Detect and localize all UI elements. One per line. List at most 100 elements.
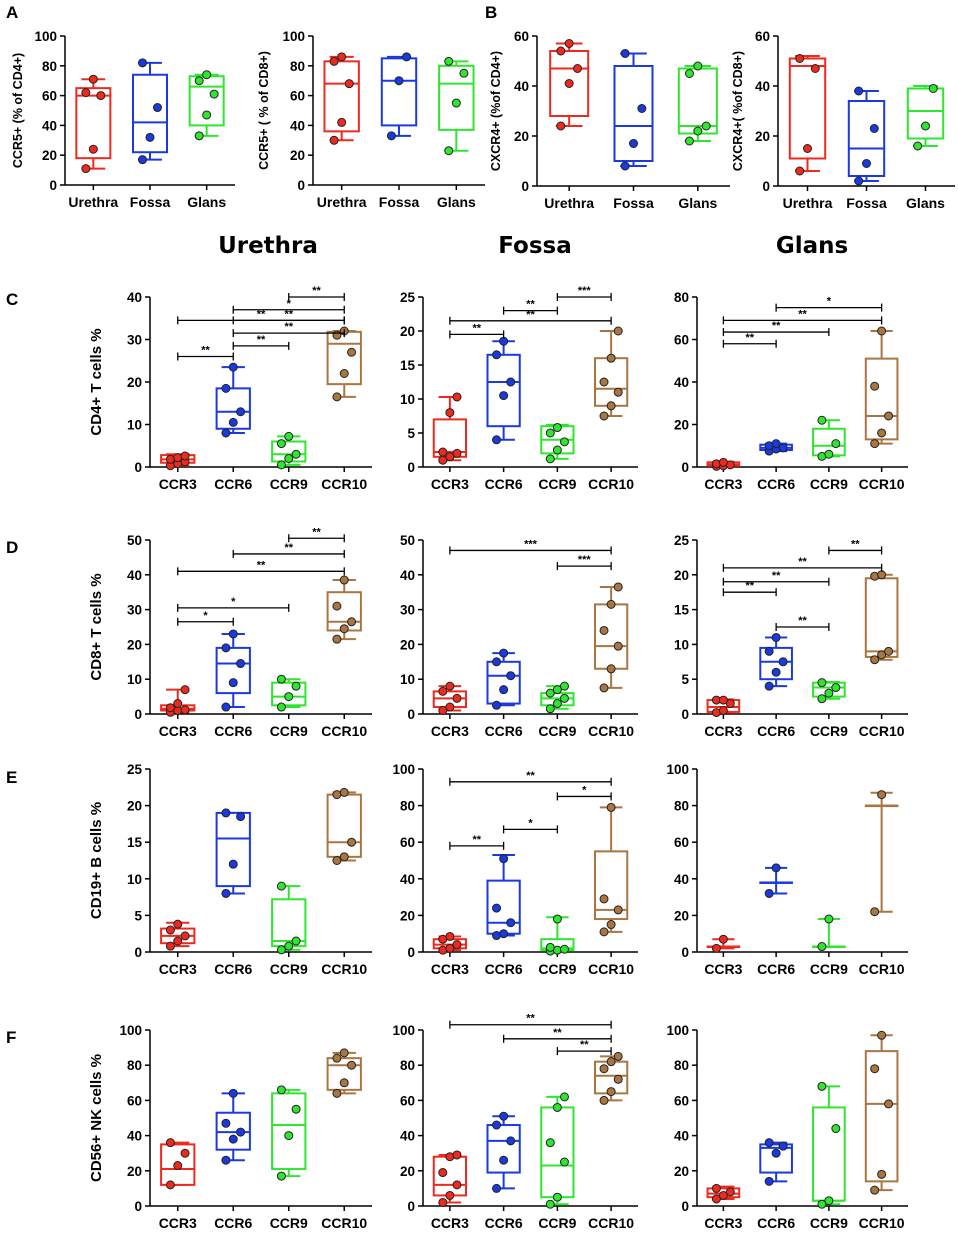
data-point [854, 176, 864, 186]
chart-panel-f2: 0 20 40 60 80 100 CCR3 CCR6 CCR9 CCR10 ** ** ** [392, 1013, 638, 1231]
y-tick-label: 30 [127, 603, 142, 618]
y-axis-label: CD8+ T cells % [88, 573, 105, 680]
column-header-urethra: Urethra [218, 233, 318, 259]
data-point [824, 688, 834, 698]
data-point [613, 387, 623, 397]
data-point [236, 659, 246, 669]
y-tick-label: 40 [400, 568, 415, 583]
box-body [540, 1106, 575, 1199]
data-point [332, 1053, 342, 1063]
y-tick-label: 0 [407, 707, 415, 722]
y-tick-label: 100 [392, 762, 415, 777]
data-point [718, 457, 728, 467]
x-tick-label: CCR6 [214, 961, 252, 977]
y-axis-label: CXCR4+ (%of CD4+) [489, 51, 503, 171]
box-body [906, 87, 945, 140]
data-point [276, 702, 286, 712]
significance-label: * [203, 610, 208, 622]
data-point [559, 681, 569, 691]
y-tick-label: 0 [681, 707, 689, 722]
data-point [877, 790, 887, 800]
significance-label: * [528, 817, 533, 829]
significance-label: ** [472, 834, 481, 846]
data-point [545, 688, 555, 698]
data-point [606, 599, 616, 609]
x-tick-label: CCR6 [485, 1215, 523, 1231]
data-point [180, 705, 190, 715]
data-point [620, 49, 630, 58]
data-point [817, 415, 827, 425]
data-point [165, 703, 175, 713]
y-tick-label: 0 [407, 460, 415, 475]
box-body [788, 57, 827, 160]
box-body [864, 357, 899, 441]
y-tick-label: 40 [755, 79, 770, 94]
x-tick-label: CCR3 [431, 723, 469, 739]
y-tick-label: 100 [392, 1023, 415, 1038]
data-point [725, 699, 735, 709]
data-point [291, 449, 301, 459]
data-point [506, 671, 516, 681]
data-point [718, 695, 728, 705]
data-point [564, 39, 574, 48]
data-point [339, 787, 349, 797]
significance-label: ** [472, 322, 481, 334]
data-point [444, 56, 454, 66]
data-point [552, 445, 562, 455]
data-point [339, 1048, 349, 1058]
chart-panel-f1: F 0 20 40 60 80 100 CD56+ NK cells % CCR3 CCR6 CCR… [6, 1023, 372, 1231]
data-point [764, 888, 774, 898]
y-tick-label: 20 [674, 418, 689, 433]
x-tick-label: CCR9 [270, 476, 308, 492]
y-tick-label: 40 [674, 1129, 689, 1144]
data-point [499, 1155, 509, 1165]
y-tick-label: 100 [119, 1023, 142, 1038]
data-point [284, 454, 294, 463]
chart-panel-e1: E 0 5 10 15 20 25 CD19+ B cells % CCR3 CCR6 CCR9 CC… [6, 762, 372, 977]
data-point [629, 139, 638, 148]
chart-panel-d1: D 0 10 20 30 40 50 CD8+ T cells % CCR3 CCR6 CCR9 CC… [6, 526, 372, 739]
significance-label: * [827, 296, 832, 308]
data-point [180, 451, 190, 461]
data-point [506, 918, 516, 928]
data-point [339, 369, 349, 378]
panel-letter: D [6, 538, 18, 557]
x-tick-label: Fossa [846, 195, 887, 211]
data-point [202, 110, 212, 120]
data-point [545, 428, 555, 438]
y-tick-label: 100 [34, 29, 57, 44]
significance-label: ** [257, 559, 266, 571]
data-point [284, 941, 294, 951]
data-point [459, 68, 469, 78]
y-tick-label: 0 [681, 1199, 689, 1214]
data-point [771, 863, 781, 873]
data-point [764, 646, 774, 656]
y-tick-label: 80 [42, 59, 57, 74]
data-point [145, 132, 155, 142]
data-point [606, 401, 616, 411]
data-point [173, 453, 183, 463]
y-tick-label: 40 [127, 290, 142, 305]
data-point [877, 326, 887, 336]
data-point [499, 1111, 509, 1121]
panel-letter: E [6, 768, 17, 787]
data-point [824, 449, 834, 459]
data-point [221, 808, 231, 818]
x-tick-label: CCR10 [859, 1215, 905, 1231]
y-tick-label: 25 [127, 762, 143, 777]
x-tick-label: CCR6 [485, 476, 523, 492]
data-point [711, 1194, 721, 1204]
data-point [817, 678, 827, 688]
chart-panel-e3: 0 20 40 60 80 100 CCR3 CCR6 CCR9 CCR10 [666, 762, 908, 977]
x-tick-label: CCR10 [588, 723, 634, 739]
y-tick-label: 10 [400, 392, 415, 407]
y-tick-label: 10 [674, 637, 689, 652]
significance-label: ** [798, 556, 807, 568]
column-header-fossa: Fossa [498, 233, 571, 259]
panel-letter: F [6, 1028, 16, 1047]
y-tick-label: 80 [674, 1058, 689, 1073]
y-tick-label: 40 [400, 1129, 415, 1144]
data-point [499, 929, 509, 939]
